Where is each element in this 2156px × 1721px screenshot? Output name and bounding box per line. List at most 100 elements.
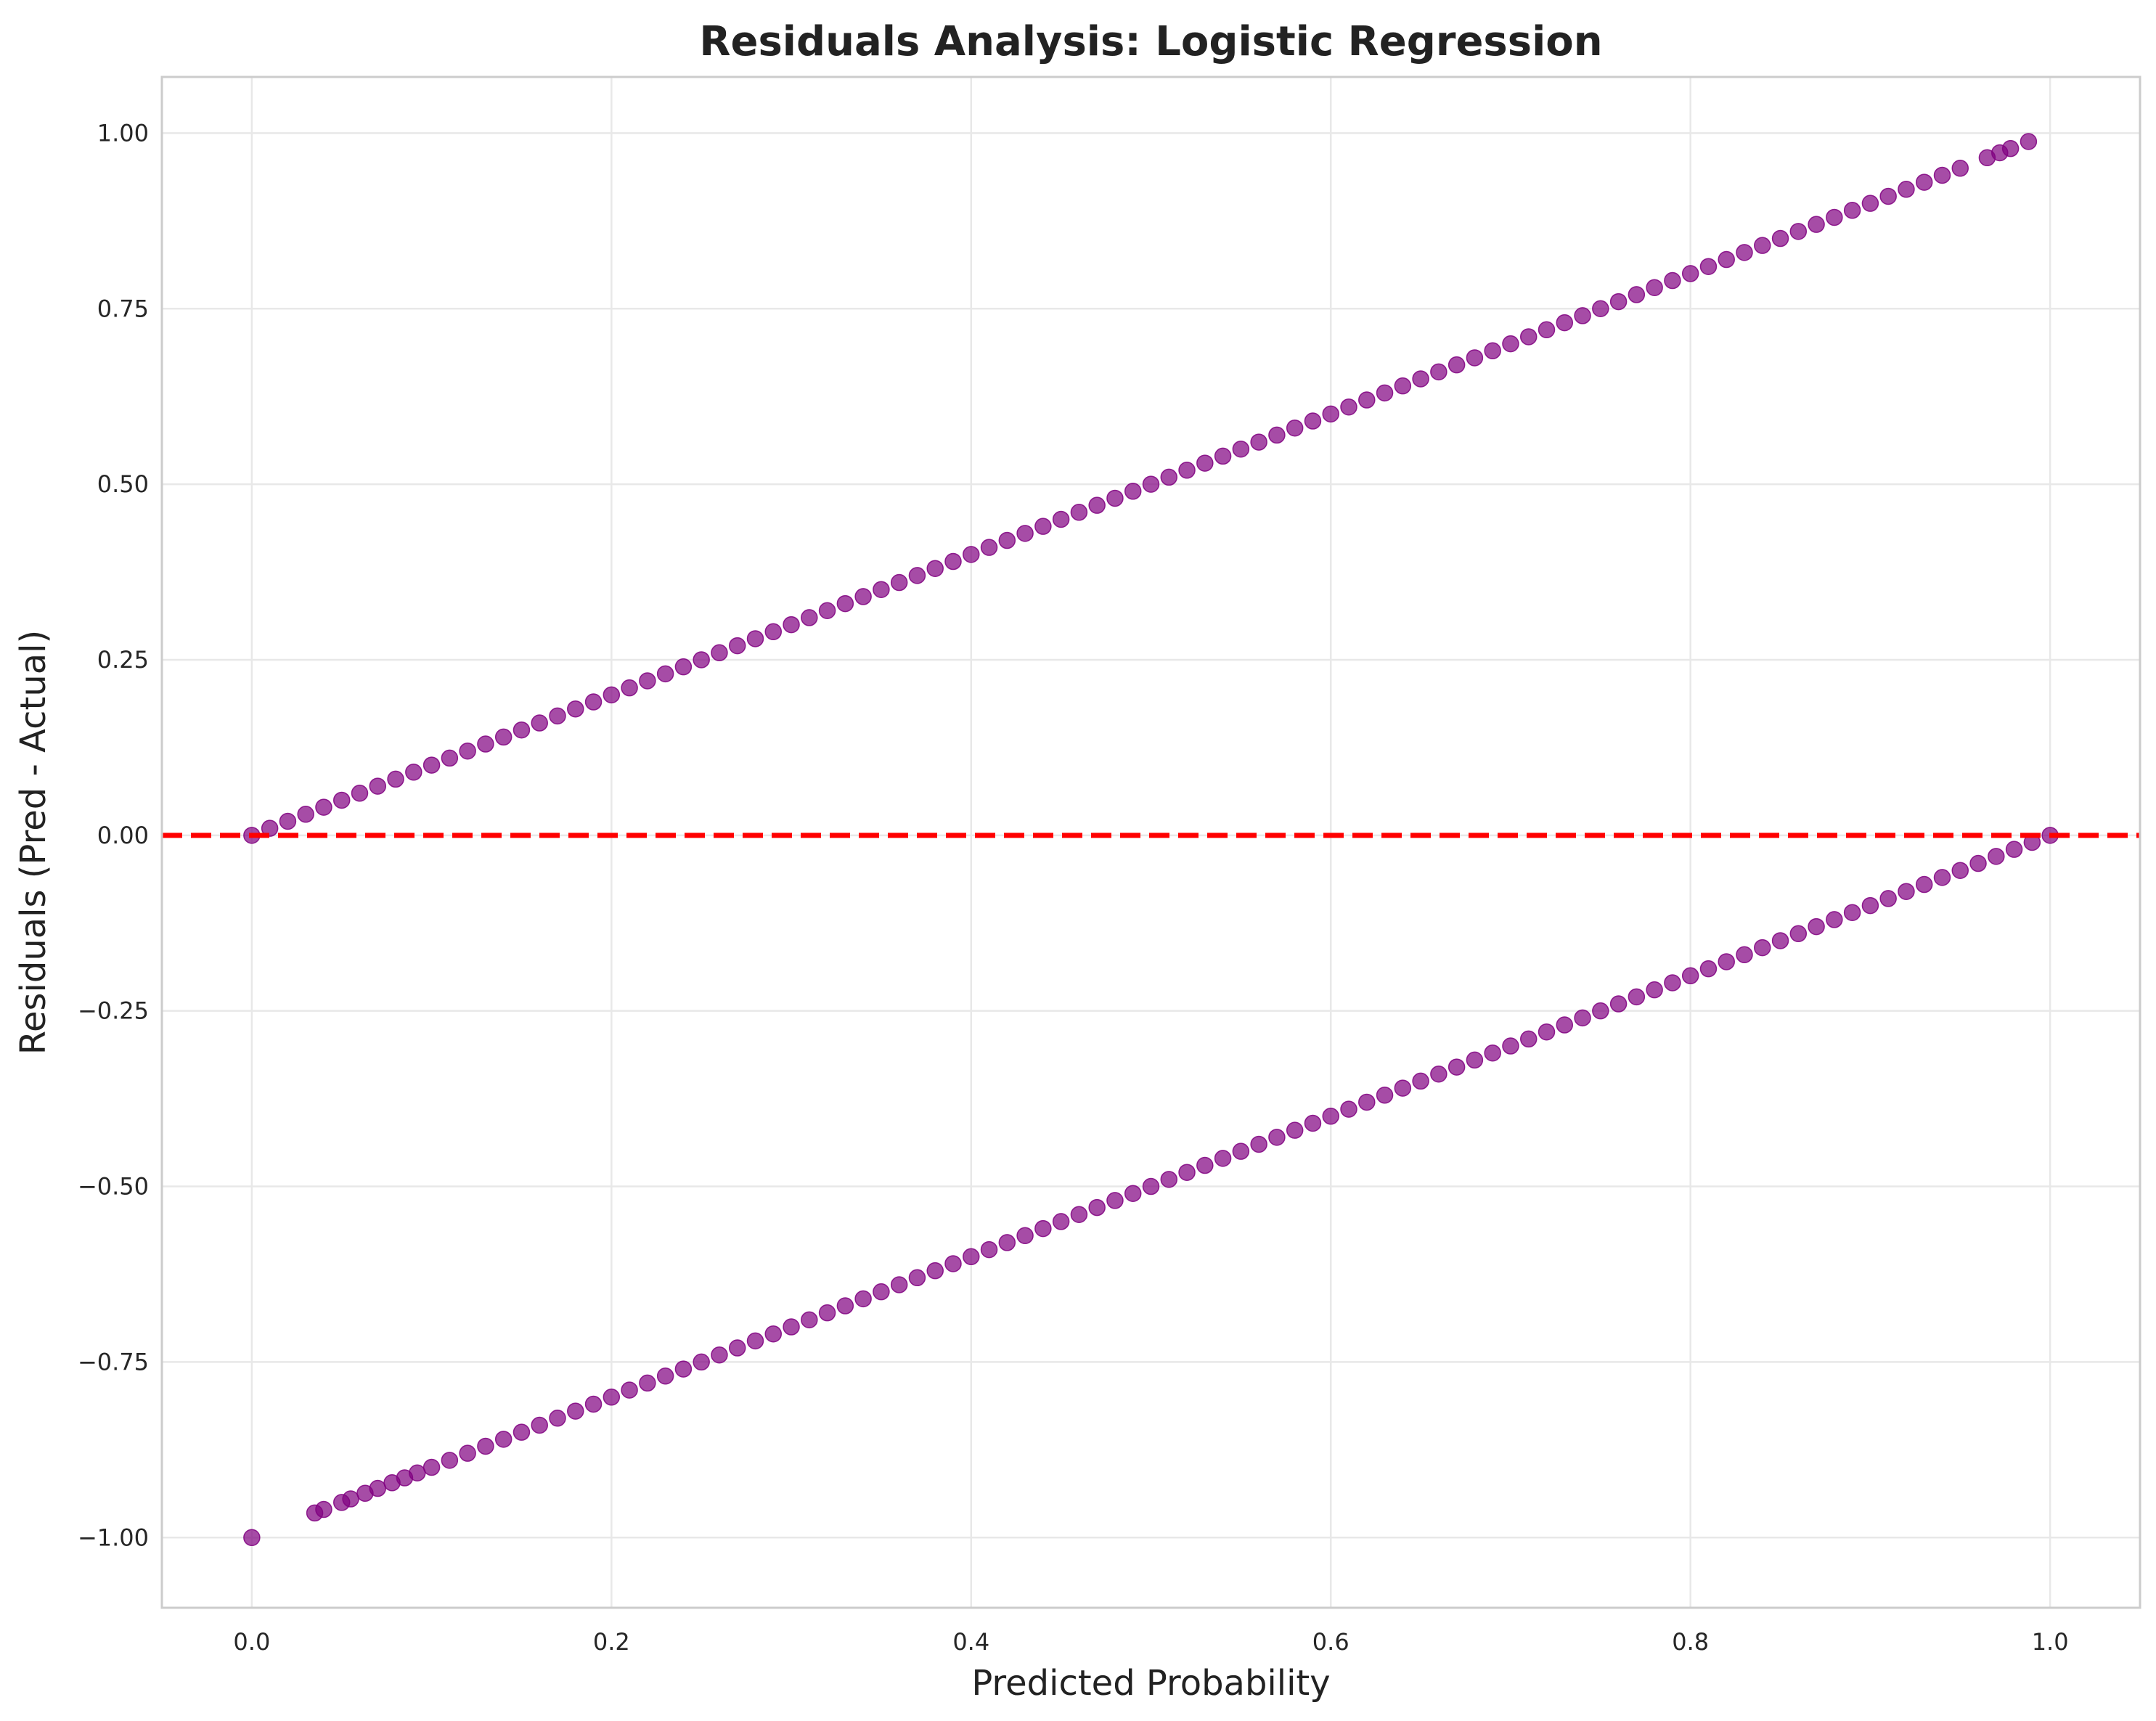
scatter-point xyxy=(261,819,279,837)
scatter-point xyxy=(854,1290,872,1308)
scatter-point xyxy=(422,1458,441,1476)
scatter-point xyxy=(1178,1164,1196,1181)
scatter-point xyxy=(836,594,854,613)
scatter-point xyxy=(1843,904,1861,921)
scatter-point xyxy=(1933,166,1951,184)
scatter-point xyxy=(584,693,603,711)
scatter-point xyxy=(998,1234,1016,1251)
scatter-point xyxy=(2001,139,2020,158)
scatter-point xyxy=(567,700,584,718)
scatter-point xyxy=(1699,258,1718,275)
scatter-point xyxy=(1070,1206,1088,1223)
scatter-point xyxy=(1124,1185,1142,1202)
scatter-point xyxy=(1034,518,1052,535)
x-tick-label: 0.0 xyxy=(233,1628,270,1656)
scatter-point xyxy=(387,770,404,788)
scatter-point xyxy=(980,1240,998,1259)
scatter-point xyxy=(1016,1227,1034,1245)
scatter-point xyxy=(1951,862,1969,879)
scatter-point xyxy=(441,749,459,767)
scatter-point xyxy=(1412,1072,1429,1090)
scatter-point xyxy=(1736,244,1753,261)
y-tick-label: −0.50 xyxy=(78,1173,149,1201)
y-tick-label: −1.00 xyxy=(78,1524,149,1551)
scatter-point xyxy=(854,588,872,605)
scatter-point xyxy=(963,1248,980,1266)
scatter-point xyxy=(1340,1100,1357,1118)
scatter-point xyxy=(369,777,387,795)
scatter-point xyxy=(1538,321,1556,339)
scatter-point xyxy=(1286,419,1304,437)
scatter-point xyxy=(1519,328,1538,346)
scatter-point xyxy=(1250,1135,1267,1153)
scatter-point xyxy=(315,1500,332,1518)
scatter-point xyxy=(1412,370,1429,388)
scatter-point xyxy=(1879,890,1897,907)
scatter-point xyxy=(1214,447,1232,465)
scatter-point xyxy=(315,798,332,816)
scatter-point xyxy=(656,665,674,683)
scatter-point xyxy=(1592,1002,1609,1020)
scatter-point xyxy=(1196,454,1214,472)
scatter-point xyxy=(873,581,890,598)
scatter-point xyxy=(1789,925,1808,943)
scatter-point xyxy=(1754,939,1771,957)
scatter-point xyxy=(746,1332,764,1350)
scatter-point xyxy=(836,1297,854,1315)
scatter-point xyxy=(1322,1108,1339,1125)
scatter-point xyxy=(1124,483,1142,500)
x-axis-label: Predicted Probability xyxy=(971,1663,1330,1704)
scatter-point xyxy=(1664,271,1681,290)
scatter-point xyxy=(1286,1121,1304,1139)
scatter-point xyxy=(873,1283,890,1301)
scatter-point xyxy=(1951,160,1969,177)
scatter-point xyxy=(531,714,548,732)
scatter-point xyxy=(1106,1192,1124,1209)
y-axis-label: Residuals (Pred - Actual) xyxy=(13,630,54,1055)
scatter-point xyxy=(621,1381,638,1399)
scatter-point xyxy=(1484,1044,1501,1062)
scatter-point xyxy=(1430,1066,1447,1083)
y-tick-labels: 1.00 0.75 0.50 0.25 0.00 −0.25 −0.50 −0.75 −1.00 xyxy=(78,119,149,1551)
scatter-point xyxy=(1898,181,1915,198)
scatter-point xyxy=(1808,917,1825,936)
scatter-point xyxy=(1232,1142,1250,1160)
x-tick-label: 0.2 xyxy=(593,1628,630,1656)
scatter-point xyxy=(1394,377,1412,395)
scatter-point xyxy=(1466,1051,1484,1069)
scatter-point xyxy=(639,672,656,690)
scatter-point xyxy=(1232,440,1250,458)
scatter-point xyxy=(1915,875,1933,894)
scatter-point xyxy=(1502,1037,1519,1055)
scatter-point xyxy=(1861,896,1879,915)
scatter-point xyxy=(1574,307,1591,324)
scatter-point xyxy=(674,658,693,676)
scatter-point xyxy=(1447,356,1466,374)
scatter-point xyxy=(1681,967,1699,985)
scatter-point xyxy=(1142,1177,1160,1195)
scatter-point xyxy=(1699,960,1718,978)
scatter-point xyxy=(944,1255,962,1272)
scatter-point xyxy=(422,756,441,774)
scatter-point xyxy=(567,1402,584,1420)
scatter-point xyxy=(459,1444,476,1462)
scatter-point xyxy=(603,686,621,704)
scatter-point xyxy=(711,1346,728,1364)
scatter-point xyxy=(1358,1093,1376,1111)
scatter-point xyxy=(332,791,351,809)
scatter-point xyxy=(1556,314,1574,332)
y-tick-label: 1.00 xyxy=(97,119,149,147)
scatter-point xyxy=(1718,953,1735,970)
scatter-point xyxy=(477,1437,494,1455)
scatter-point xyxy=(1609,293,1628,311)
scatter-point xyxy=(1988,848,2005,865)
scatter-point xyxy=(1736,946,1753,964)
scatter-point xyxy=(477,735,494,753)
scatter-point xyxy=(1430,363,1447,381)
scatter-point xyxy=(1376,384,1394,402)
data-points xyxy=(243,133,2059,1547)
scatter-point xyxy=(1843,202,1861,219)
scatter-point xyxy=(944,552,962,571)
scatter-point xyxy=(818,602,836,619)
